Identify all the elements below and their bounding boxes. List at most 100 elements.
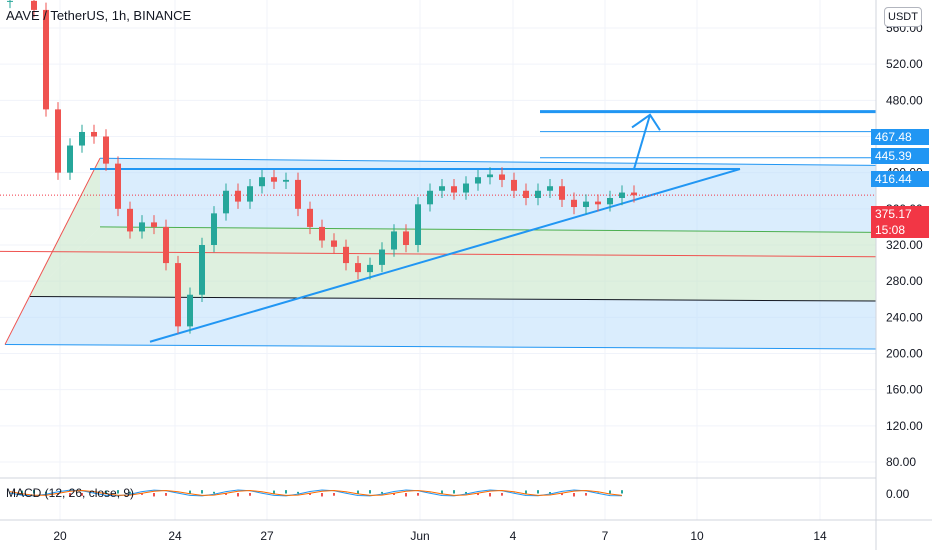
candle-body: [547, 186, 553, 191]
macd-histogram-bar: [477, 493, 479, 496]
channel-mid-upper-line: [99, 226, 877, 233]
price-tag-target-high: 467.48: [871, 129, 929, 145]
macd-histogram-bar: [81, 493, 83, 496]
candle-body: [283, 179, 289, 182]
candle-body: [115, 163, 121, 209]
candle-body: [487, 174, 493, 178]
channel-top-line: [99, 157, 877, 166]
price-tag-resistance: 416.44: [871, 171, 929, 187]
macd-histogram-bar: [45, 491, 47, 494]
y-tick-label: 160.00: [886, 383, 923, 397]
macd-histogram-bar: [585, 493, 587, 496]
x-tick-label: Jun: [410, 529, 429, 543]
candle-body: [7, 0, 13, 2]
macd-histogram-bar: [369, 490, 371, 494]
candle-body: [43, 9, 49, 110]
candle-body: [511, 179, 517, 191]
candle-body: [427, 190, 433, 205]
macd-histogram-bar: [165, 493, 167, 496]
candle-body: [259, 177, 265, 187]
macd-histogram-bar: [105, 490, 107, 494]
macd-histogram-bar: [141, 493, 143, 495]
candle-body: [163, 226, 169, 264]
candle-body: [355, 263, 361, 273]
candle-body: [199, 245, 205, 295]
macd-histogram-bar: [57, 493, 59, 495]
macd-line: [9, 489, 623, 497]
candle-body: [439, 186, 445, 191]
candle-body: [571, 199, 577, 208]
candle-body: [607, 197, 613, 205]
price-tag-countdown: 15:08: [871, 222, 929, 238]
candle-body: [367, 264, 373, 273]
candle-body: [271, 177, 277, 182]
macd-histogram-bar: [273, 490, 275, 494]
candle-body: [235, 190, 241, 202]
candle-body: [31, 0, 37, 10]
candle-body: [463, 183, 469, 193]
channel-lower-fill: [5, 296, 876, 349]
candle-body: [391, 231, 397, 250]
x-tick-label: 14: [813, 529, 827, 543]
candle-body: [319, 226, 325, 241]
candle-body: [559, 186, 565, 200]
breakout-arrow-head: [631, 113, 661, 131]
macd-zero-label: 0.00: [886, 487, 910, 501]
candle-body: [583, 201, 589, 208]
candle-body: [499, 174, 505, 180]
macd-histogram-bar: [129, 491, 131, 494]
channel-upper-fill: [100, 158, 876, 233]
y-tick-label: 480.00: [886, 93, 923, 107]
candle-body: [151, 222, 157, 227]
candle-body: [307, 208, 313, 227]
breakout-arrow-shaft: [633, 114, 651, 170]
y-tick-label: 120.00: [886, 419, 923, 433]
candle-body: [79, 131, 85, 146]
candle-body: [535, 190, 541, 198]
price-tag-last-price: 375.17: [871, 206, 929, 222]
candle-body: [595, 201, 601, 205]
candle-body: [127, 208, 133, 232]
macd-histogram-bar: [33, 490, 35, 494]
candle-body: [475, 177, 481, 184]
candle-body: [403, 231, 409, 245]
candle-body: [91, 131, 97, 137]
y-tick-label: 80.00: [886, 455, 916, 469]
macd-histogram-bar: [249, 493, 251, 496]
channel-edge-line: [4, 157, 101, 345]
y-tick-label: 280.00: [886, 274, 923, 288]
macd-histogram-bar: [285, 490, 287, 494]
macd-histogram-bar: [237, 493, 239, 497]
candle-body: [67, 145, 73, 173]
y-tick-label: 320.00: [886, 238, 923, 252]
x-tick-label: 4: [510, 529, 517, 543]
candle-body: [55, 109, 61, 173]
macd-histogram-bar: [441, 490, 443, 494]
candle-body: [295, 179, 301, 209]
macd-histogram-bar: [561, 493, 563, 496]
channel-mid-lower-line: [29, 296, 877, 302]
candle-body: [415, 204, 421, 245]
x-tick-label: 7: [602, 529, 609, 543]
macd-histogram-bar: [405, 493, 407, 497]
candle-body: [247, 186, 253, 202]
macd-histogram-bar: [357, 490, 359, 494]
ascending-trendline: [149, 168, 741, 343]
chart-drawings: [0, 110, 877, 350]
macd-series: [9, 489, 623, 497]
macd-indicator-label[interactable]: MACD (12, 26, close, 9): [6, 486, 135, 500]
macd-histogram-bar: [609, 490, 611, 494]
currency-unit-button[interactable]: USDT: [884, 7, 922, 27]
macd-histogram-bar: [525, 490, 527, 494]
macd-histogram-bar: [153, 493, 155, 497]
x-tick-label: 10: [690, 529, 704, 543]
macd-histogram-bar: [381, 491, 383, 494]
candle-body: [523, 190, 529, 198]
candle-body: [223, 190, 229, 214]
macd-histogram-bar: [501, 493, 503, 496]
candle-body: [175, 263, 181, 327]
macd-histogram-bar: [321, 493, 323, 497]
chart-title: AAVE / TetherUS, 1h, BINANCE: [6, 8, 192, 23]
